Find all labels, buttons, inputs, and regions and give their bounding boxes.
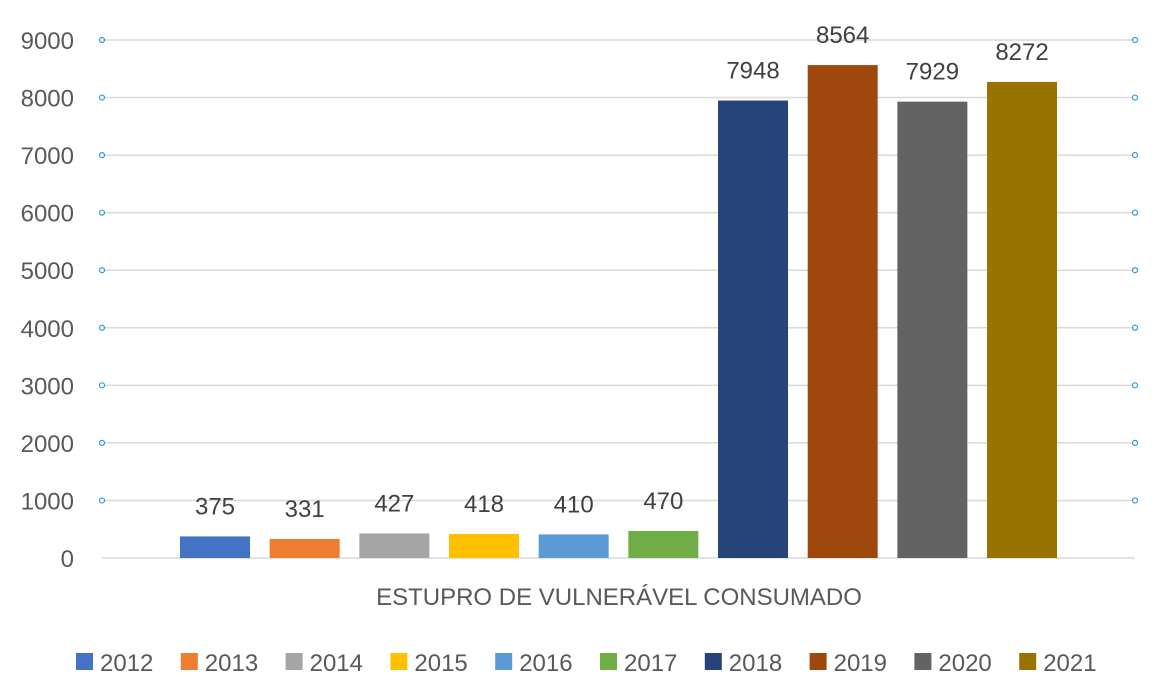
legend-label-2019: 2019 bbox=[834, 650, 887, 677]
legend: 2012 2013 2014 2015 2016 2017 2018 2019 2020 2021 bbox=[76, 650, 1097, 677]
bar-2015 bbox=[449, 533, 520, 558]
legend-label-2015: 2015 bbox=[414, 650, 467, 677]
gridline-marker-left bbox=[98, 209, 106, 216]
y-tick-label: 5000 bbox=[21, 258, 74, 285]
legend-swatch-2012 bbox=[76, 653, 93, 670]
gridline-marker-right bbox=[1131, 439, 1139, 446]
bar-2017 bbox=[628, 530, 699, 558]
gridlines bbox=[98, 36, 1139, 559]
legend-swatch-2020 bbox=[914, 653, 932, 670]
y-tick-label: 6000 bbox=[21, 201, 74, 228]
y-tick-label: 9000 bbox=[21, 28, 74, 55]
bar-2013 bbox=[269, 538, 340, 558]
gridline-marker-left bbox=[98, 94, 106, 101]
bar-2014 bbox=[359, 533, 430, 558]
bar-2016 bbox=[538, 534, 609, 558]
gridline-marker-right bbox=[1131, 36, 1139, 44]
legend-label-2020: 2020 bbox=[938, 650, 991, 677]
bar-2012 bbox=[180, 536, 250, 558]
x-category-label: ESTUPRO DE VULNERÁVEL CONSUMADO bbox=[376, 584, 862, 611]
gridline-marker-left bbox=[98, 152, 106, 159]
y-axis: 0 1000 2000 3000 4000 5000 6000 7000 8000 9000 bbox=[21, 28, 74, 573]
y-tick-label: 3000 bbox=[21, 373, 74, 400]
gridline-marker-right bbox=[1131, 497, 1139, 504]
y-tick-label: 7000 bbox=[21, 143, 74, 170]
data-label-2014: 427 bbox=[374, 490, 414, 517]
data-label-2021: 8272 bbox=[995, 39, 1048, 66]
data-label-2019: 8564 bbox=[816, 22, 869, 49]
y-tick-label: 2000 bbox=[21, 431, 74, 458]
gridline-marker-right bbox=[1131, 324, 1139, 331]
gridline-marker-right bbox=[1131, 382, 1139, 389]
bar-2021 bbox=[987, 81, 1058, 558]
legend-swatch-2015 bbox=[390, 653, 408, 670]
data-label-2015: 418 bbox=[464, 491, 504, 518]
legend-swatch-2018 bbox=[704, 653, 722, 670]
data-label-2016: 410 bbox=[554, 491, 594, 518]
gridline-marker-left bbox=[98, 324, 106, 331]
legend-swatch-2013 bbox=[180, 653, 198, 670]
y-tick-label: 0 bbox=[61, 546, 74, 573]
gridline-marker-left bbox=[98, 267, 106, 274]
legend-label-2012: 2012 bbox=[100, 650, 153, 677]
data-label-2020: 7929 bbox=[906, 59, 959, 86]
legend-label-2014: 2014 bbox=[310, 650, 363, 677]
bar-2018 bbox=[718, 100, 789, 558]
data-label-2012: 375 bbox=[195, 493, 235, 520]
legend-label-2013: 2013 bbox=[205, 650, 258, 677]
bar-2020 bbox=[897, 101, 968, 558]
legend-swatch-2016 bbox=[495, 653, 513, 670]
data-labels: 375 331 427 418 410 470 7948 8564 7929 8272 bbox=[195, 22, 1049, 523]
gridline-marker-right bbox=[1131, 152, 1139, 159]
legend-label-2021: 2021 bbox=[1043, 650, 1096, 677]
legend-swatch-2021 bbox=[1019, 653, 1037, 670]
y-tick-label: 1000 bbox=[21, 488, 74, 515]
legend-label-2017: 2017 bbox=[624, 650, 677, 677]
legend-swatch-2014 bbox=[285, 653, 303, 670]
gridline-marker-right bbox=[1131, 209, 1139, 216]
gridline-marker-left bbox=[98, 36, 106, 44]
legend-swatch-2019 bbox=[809, 653, 827, 670]
data-label-2017: 470 bbox=[643, 488, 683, 515]
gridline-marker-left bbox=[98, 439, 106, 446]
gridline-marker-right bbox=[1131, 94, 1139, 101]
legend-label-2018: 2018 bbox=[729, 650, 782, 677]
gridline-marker-left bbox=[98, 382, 106, 389]
y-tick-label: 4000 bbox=[21, 316, 74, 343]
bars bbox=[180, 65, 1058, 558]
y-tick-label: 8000 bbox=[21, 86, 74, 113]
legend-label-2016: 2016 bbox=[519, 650, 572, 677]
gridline-marker-right bbox=[1131, 267, 1139, 274]
data-label-2013: 331 bbox=[285, 496, 325, 523]
legend-swatch-2017 bbox=[600, 653, 617, 670]
gridline-marker-left bbox=[98, 497, 106, 504]
data-label-2018: 7948 bbox=[726, 58, 779, 85]
bar-2019 bbox=[807, 65, 878, 558]
